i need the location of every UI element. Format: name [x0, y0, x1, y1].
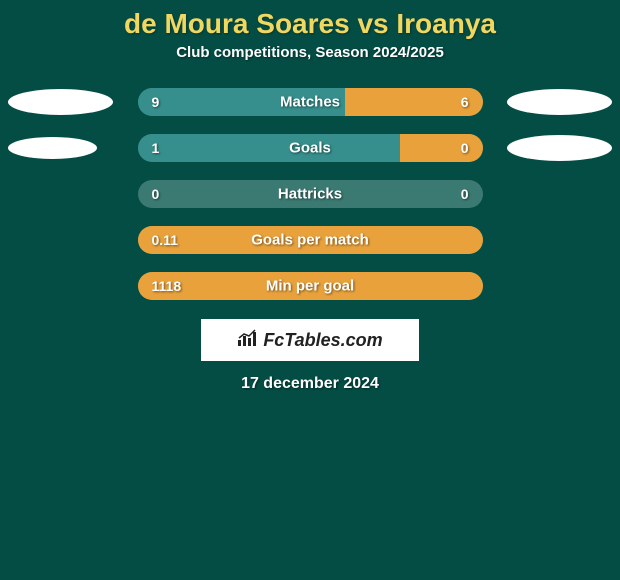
stat-label: Goals [289, 140, 331, 157]
stat-bar-right [400, 134, 483, 162]
stat-bar: Hattricks 0 0 [138, 180, 483, 208]
logo-text: FcTables.com [263, 330, 382, 351]
stat-value-left: 9 [152, 94, 160, 110]
player-left-avatar [8, 137, 97, 159]
stat-label: Hattricks [278, 186, 342, 203]
stat-row: Goals 1 0 [0, 125, 620, 171]
comparison-infographic: de Moura Soares vs Iroanya Club competit… [0, 0, 620, 580]
stat-row: Hattricks 0 0 [0, 171, 620, 217]
stat-bar: Min per goal 1118 [138, 272, 483, 300]
player-left-avatar [8, 89, 113, 115]
stat-row: Goals per match 0.11 [0, 217, 620, 263]
stat-bar: Goals per match 0.11 [138, 226, 483, 254]
stat-bar: Goals 1 0 [138, 134, 483, 162]
stat-value-right: 0 [461, 186, 469, 202]
stat-value-left: 1 [152, 140, 160, 156]
stat-value-left: 0.11 [152, 232, 178, 248]
page-title: de Moura Soares vs Iroanya [0, 0, 620, 44]
stat-value-left: 0 [152, 186, 160, 202]
logo: FcTables.com [237, 329, 382, 352]
stat-value-left: 1118 [152, 278, 182, 294]
stats-chart: Matches 9 6 Goals 1 0 Hattricks 0 0 Goals per mat… [0, 79, 620, 309]
stat-value-right: 0 [461, 140, 469, 156]
subtitle: Club competitions, Season 2024/2025 [0, 44, 620, 79]
stat-bar-left [138, 134, 400, 162]
stat-row: Matches 9 6 [0, 79, 620, 125]
stat-value-right: 6 [461, 94, 469, 110]
logo-box: FcTables.com [201, 319, 419, 361]
stat-label: Min per goal [266, 278, 354, 295]
stat-bar: Matches 9 6 [138, 88, 483, 116]
stat-row: Min per goal 1118 [0, 263, 620, 309]
stat-label: Matches [280, 94, 340, 111]
player-right-avatar [507, 89, 612, 115]
logo-chart-icon [237, 329, 259, 352]
stat-label: Goals per match [251, 232, 369, 249]
date: 17 december 2024 [0, 375, 620, 393]
player-right-avatar [507, 135, 612, 161]
